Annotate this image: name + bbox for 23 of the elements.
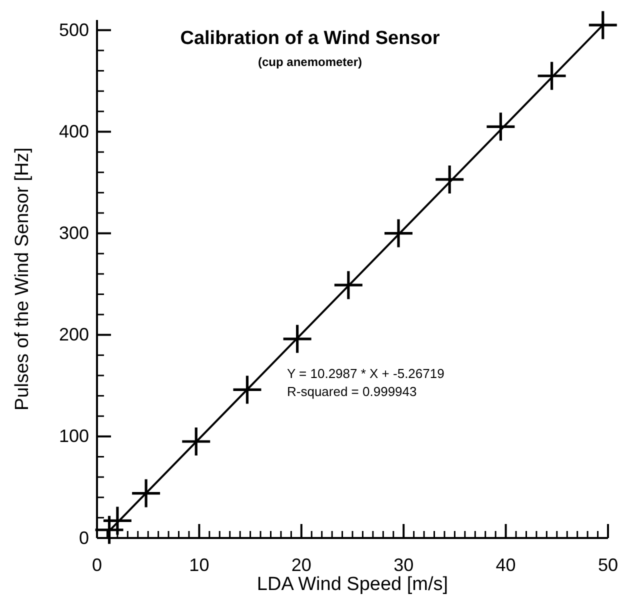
y-tick-label: 100 bbox=[58, 426, 89, 446]
y-tick-label: 200 bbox=[58, 324, 89, 345]
point bbox=[384, 219, 412, 248]
point bbox=[283, 324, 312, 353]
point bbox=[588, 11, 617, 40]
y-tick-label: 300 bbox=[58, 223, 89, 244]
text: (cup anemometer) bbox=[258, 55, 362, 69]
point bbox=[182, 428, 210, 456]
x-tick-label: 40 bbox=[496, 554, 516, 575]
x-tick-label: 10 bbox=[189, 554, 210, 575]
y-tick-label: 500 bbox=[58, 20, 89, 40]
annotation: Y = 10.2987 * X + -5.26719 bbox=[287, 366, 444, 381]
y-tick-label: 0 bbox=[78, 528, 89, 548]
x-axis-title: LDA Wind Speed [m/s] bbox=[256, 574, 448, 595]
x-tick-label: 50 bbox=[598, 554, 618, 575]
y-axis-title: Pulses of the Wind Sensor [Hz] bbox=[12, 148, 33, 410]
y-tick-label: 400 bbox=[58, 121, 89, 142]
x-tick-label: 20 bbox=[291, 554, 312, 575]
chart-title: Calibration of a Wind Sensor bbox=[180, 28, 440, 49]
x-tick-label: 0 bbox=[92, 554, 102, 575]
annotation: R-squared = 0.999943 bbox=[287, 384, 417, 399]
point bbox=[436, 165, 464, 194]
x-tick-label: 30 bbox=[394, 554, 414, 575]
